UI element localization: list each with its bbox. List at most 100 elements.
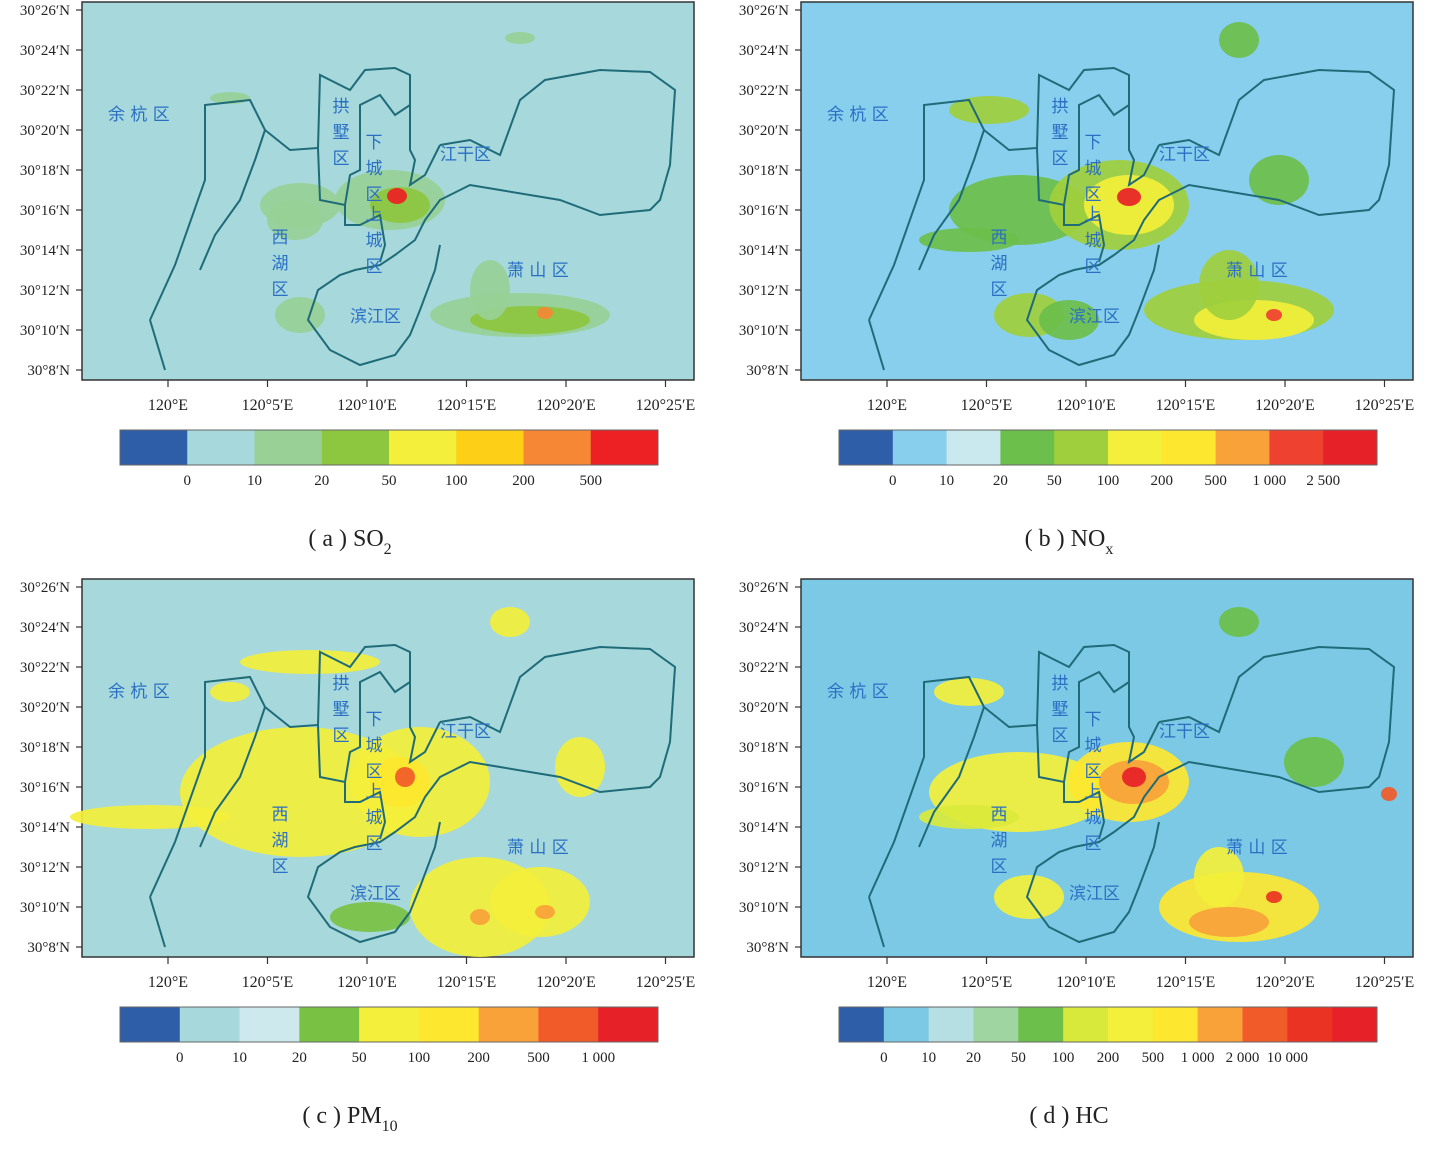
label-binjiang: 滨江区 bbox=[1069, 884, 1120, 904]
label-gongshu-char: 区 bbox=[1052, 149, 1069, 169]
boundary-line bbox=[868, 66, 1160, 371]
lat-tick-label: 30°16′N bbox=[739, 780, 789, 796]
label-binjiang: 滨江区 bbox=[350, 307, 401, 327]
label-gongshu-char: 拱 bbox=[333, 97, 350, 117]
lat-tick-label: 30°16′N bbox=[20, 203, 70, 219]
colorbar-label: 100 bbox=[1052, 1050, 1075, 1066]
colorbar-swatch bbox=[1269, 430, 1324, 465]
lat-tick-label: 30°18′N bbox=[739, 740, 789, 756]
label-xiacheng: 下城区 bbox=[366, 710, 383, 782]
label-gongshu-char: 拱 bbox=[333, 674, 350, 694]
lat-tick-label: 30°8′N bbox=[27, 940, 70, 956]
colorbar-label: 2 500 bbox=[1306, 473, 1340, 489]
label-xiacheng-char: 下 bbox=[1085, 133, 1102, 153]
colorbar-swatch bbox=[478, 1007, 539, 1042]
colorbar-label: 200 bbox=[512, 473, 535, 489]
label-xiacheng-char: 区 bbox=[366, 762, 383, 782]
emission-patch bbox=[1117, 188, 1141, 206]
lat-tick-label: 30°14′N bbox=[739, 243, 789, 259]
lon-tick-label: 120°25′E bbox=[636, 397, 696, 414]
lat-tick-label: 30°8′N bbox=[746, 363, 789, 379]
label-xiacheng-char: 下 bbox=[1085, 710, 1102, 730]
lat-tick-label: 30°22′N bbox=[20, 83, 70, 99]
emission-patch bbox=[1122, 767, 1146, 787]
panel-caption: ( b ) NOx bbox=[1025, 526, 1114, 558]
lat-tick-label: 30°24′N bbox=[739, 43, 789, 59]
label-shangcheng-char: 上 bbox=[366, 782, 383, 802]
lat-tick-label: 30°18′N bbox=[20, 740, 70, 756]
label-shangcheng: 上城区 bbox=[366, 782, 383, 854]
boundary-line bbox=[344, 782, 387, 840]
lat-tick-label: 30°26′N bbox=[739, 580, 789, 596]
emission-patch bbox=[1266, 891, 1282, 903]
colorbar-label: 1 000 bbox=[581, 1050, 615, 1066]
emission-patch bbox=[934, 678, 1004, 706]
boundary-line bbox=[149, 643, 441, 948]
emission-patch bbox=[1194, 847, 1244, 907]
lon-tick-label: 120°E bbox=[867, 397, 907, 414]
colorbar-swatch bbox=[1287, 1007, 1333, 1042]
emission-patch bbox=[555, 737, 605, 797]
panel-hc: 30°26′N 30°24′N 30°22′N 30°20′N 30°18′N 30°16… bbox=[719, 577, 1438, 1154]
colorbar-frame bbox=[119, 429, 659, 466]
colorbar-swatch bbox=[321, 430, 390, 465]
label-gongshu-char: 墅 bbox=[1052, 700, 1069, 720]
panel-pm10-graphic: 30°26′N 30°24′N 30°22′N 30°20′N 30°18′N 30°16… bbox=[20, 578, 695, 1135]
label-xihu-char: 区 bbox=[272, 857, 289, 877]
label-shangcheng-char: 上 bbox=[366, 205, 383, 225]
lat-tick-label: 30°22′N bbox=[739, 83, 789, 99]
label-xihu-char: 西 bbox=[991, 805, 1008, 825]
panel-nox: 30°26′N 30°24′N 30°22′N 30°20′N 30°18′N 30°16… bbox=[719, 0, 1438, 577]
colorbar-label: 500 bbox=[1204, 473, 1227, 489]
colorbar-label: 10 bbox=[247, 473, 262, 489]
label-xiacheng-char: 下 bbox=[366, 710, 383, 730]
label-xihu-char: 西 bbox=[991, 228, 1008, 248]
label-xiaoshan: 萧 山 区 bbox=[1226, 261, 1288, 281]
colorbar-swatch bbox=[254, 430, 323, 465]
label-xihu-char: 区 bbox=[991, 857, 1008, 877]
label-xihu: 西湖区 bbox=[991, 228, 1008, 300]
label-binjiang: 滨江区 bbox=[350, 884, 401, 904]
boundary-line bbox=[306, 68, 677, 367]
label-gongshu-char: 墅 bbox=[1052, 123, 1069, 143]
district-boundaries bbox=[868, 66, 1396, 371]
label-binjiang: 滨江区 bbox=[1069, 307, 1120, 327]
label-shangcheng: 上城区 bbox=[1085, 205, 1102, 277]
colorbar-label: 50 bbox=[352, 1050, 367, 1066]
lat-tick-label: 30°22′N bbox=[739, 660, 789, 676]
label-xihu: 西湖区 bbox=[272, 228, 289, 300]
lat-tick-label: 30°18′N bbox=[20, 163, 70, 179]
lat-tick-label: 30°26′N bbox=[739, 3, 789, 19]
label-xiacheng-char: 城 bbox=[1085, 159, 1102, 179]
colorbar-swatch bbox=[928, 1007, 974, 1042]
label-xihu-char: 湖 bbox=[272, 254, 289, 274]
boundary-line bbox=[1063, 782, 1106, 840]
boundary-line bbox=[317, 93, 411, 207]
emission-patch bbox=[1189, 907, 1269, 937]
lat-tick-label: 30°12′N bbox=[739, 860, 789, 876]
label-xihu-char: 湖 bbox=[272, 831, 289, 851]
emission-patch bbox=[490, 607, 530, 637]
emission-patch bbox=[505, 32, 535, 44]
colorbar-label: 0 bbox=[880, 1050, 888, 1066]
lon-tick-label: 120°10′E bbox=[337, 397, 397, 414]
colorbar-label: 20 bbox=[292, 1050, 307, 1066]
lon-tick-label: 120°15′E bbox=[437, 397, 497, 414]
colorbar-swatch bbox=[1054, 430, 1109, 465]
boundary-line bbox=[317, 670, 411, 784]
lat-tick-label: 30°14′N bbox=[739, 820, 789, 836]
colorbar-label: 20 bbox=[314, 473, 329, 489]
boundary-line bbox=[306, 645, 677, 944]
label-xiacheng-char: 城 bbox=[366, 736, 383, 756]
lat-tick-label: 30°10′N bbox=[739, 900, 789, 916]
label-jianggan: 江干区 bbox=[1159, 145, 1210, 165]
boundary-line bbox=[199, 706, 266, 848]
lon-tick-label: 120°20′E bbox=[1255, 974, 1315, 991]
lat-tick-label: 30°26′N bbox=[20, 580, 70, 596]
boundary-line bbox=[149, 66, 441, 371]
colorbar-swatch bbox=[1063, 1007, 1109, 1042]
label-yuhang: 余 杭 区 bbox=[108, 105, 170, 125]
emission-patch bbox=[330, 902, 410, 932]
colorbar-swatch bbox=[839, 430, 894, 465]
lat-tick-label: 30°12′N bbox=[20, 860, 70, 876]
